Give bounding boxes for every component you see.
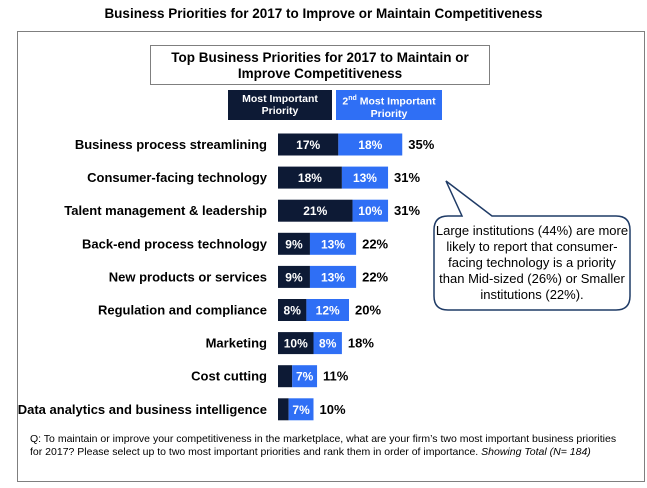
data-label-second-most-important: 18% — [358, 138, 382, 152]
data-label-second-most-important: 8% — [319, 337, 337, 351]
total-label: 31% — [394, 203, 420, 218]
bar-most-important — [278, 199, 353, 222]
category-label: Talent management & leadership — [64, 203, 267, 218]
data-label-second-most-important: 13% — [321, 270, 345, 284]
total-label: 35% — [408, 137, 434, 152]
bar-second-most-important — [288, 398, 314, 421]
total-label: 22% — [362, 269, 388, 284]
bar-second-most-important — [338, 133, 403, 156]
legend-second-num: 2 — [342, 95, 349, 108]
total-label: 20% — [355, 303, 381, 318]
category-label: Data analytics and business intelligence — [18, 402, 267, 417]
callout-text: Large institutions (44%) are more likely… — [435, 223, 629, 302]
footnote-question: Q: To maintain or improve your competiti… — [30, 433, 617, 458]
data-label-second-most-important: 12% — [316, 304, 340, 318]
chart-title: Top Business Priorities for 2017 to Main… — [150, 45, 490, 85]
legend-second-sup: nd — [348, 95, 357, 102]
data-label-second-most-important: 13% — [321, 237, 345, 251]
legend-second-most-important: 2nd Most Important Priority — [336, 90, 442, 120]
bar-second-most-important — [306, 299, 349, 321]
data-label-second-most-important: 10% — [358, 204, 382, 218]
bar-second-most-important — [292, 365, 318, 388]
category-label: Cost cutting — [191, 369, 267, 384]
legend-most-important-label: Most Important Priority — [242, 93, 318, 117]
chart-frame — [17, 31, 645, 482]
data-label-most-important: 10% — [284, 337, 308, 351]
bar-most-important — [278, 332, 314, 355]
category-label: New products or services — [109, 269, 267, 284]
callout-outline — [433, 180, 631, 311]
category-label: Back-end process technology — [82, 236, 268, 251]
category-label: Consumer-facing technology — [87, 170, 268, 185]
bar-most-important — [278, 133, 339, 156]
bar-most-important — [278, 265, 310, 288]
data-label-second-most-important: 7% — [292, 403, 310, 417]
data-label-most-important: 18% — [298, 171, 322, 185]
footnote: Q: To maintain or improve your competiti… — [30, 433, 630, 459]
bar-second-most-important — [341, 166, 389, 189]
bar-most-important — [278, 299, 307, 321]
total-label: 18% — [348, 336, 374, 351]
callout-bubble — [433, 180, 631, 311]
data-label-second-most-important: 13% — [353, 171, 377, 185]
plot-area: Business process streamlining 17% 18% 35% Co… — [18, 133, 435, 421]
data-label-second-most-important: 7% — [296, 370, 314, 384]
page-title: Business Priorities for 2017 to Improve … — [104, 6, 543, 21]
total-label: 11% — [323, 369, 349, 384]
data-label-most-important: 17% — [296, 138, 320, 152]
data-label-most-important: 8% — [284, 304, 302, 318]
bar-most-important — [278, 166, 342, 189]
bar-most-important — [278, 232, 310, 255]
bar-most-important — [278, 365, 293, 388]
bar-second-most-important — [352, 199, 389, 222]
category-label: Regulation and compliance — [98, 303, 267, 318]
category-label: Marketing — [206, 336, 267, 351]
total-label: 31% — [394, 170, 420, 185]
data-label-most-important: 21% — [303, 204, 327, 218]
legend-most-important: Most Important Priority — [228, 90, 332, 120]
data-label-most-important: 9% — [285, 237, 303, 251]
bar-second-most-important — [313, 332, 342, 355]
footnote-showing-total: Showing Total (N= 184) — [481, 446, 591, 458]
bar-second-most-important — [309, 232, 357, 255]
total-label: 10% — [320, 402, 346, 417]
data-label-most-important: 9% — [285, 270, 303, 284]
category-label: Business process streamlining — [75, 137, 267, 152]
total-label: 22% — [362, 236, 388, 251]
bar-second-most-important — [309, 265, 357, 288]
legend-second-rest: Most Important Priority — [356, 95, 436, 120]
bar-most-important — [278, 398, 289, 421]
